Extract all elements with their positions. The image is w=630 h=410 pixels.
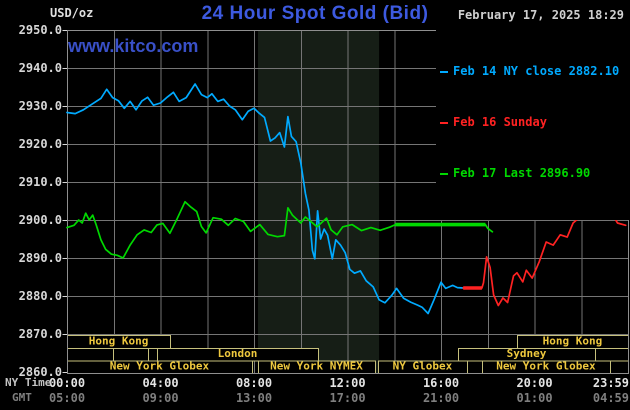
market-session-label: London: [218, 347, 258, 360]
legend-label: Feb 16 Sunday: [453, 115, 547, 129]
y-axis-tick-label: 2870.0: [19, 327, 62, 341]
market-session-label: NY Globex: [393, 360, 453, 373]
chart-legend: Feb 14 NY close 2882.10 Feb 16 Sunday Fe…: [436, 26, 630, 220]
market-session-label: New York Globex: [496, 360, 596, 373]
x-axis-gmt-tick-label: 04:59: [593, 391, 629, 405]
y-axis-tick-label: 2950.0: [19, 23, 62, 37]
y-axis-tick-label: 2860.0: [19, 365, 62, 379]
x-axis-gmt-tick-label: 17:00: [329, 391, 365, 405]
y-axis-tick-label: 2880.0: [19, 289, 62, 303]
market-session-label: Sydney: [507, 347, 547, 360]
legend-label: Feb 14 NY close 2882.10: [453, 64, 620, 78]
x-axis-ny-tick-label: 16:00: [423, 376, 459, 390]
market-session-box: [610, 360, 629, 374]
y-axis-tick-label: 2890.0: [19, 251, 62, 265]
feb14-line-swatch-icon: [440, 70, 448, 73]
kitco-watermark-link[interactable]: www.kitco.com: [68, 36, 199, 56]
y-axis-unit-label: USD/oz: [50, 6, 94, 20]
nymex-session-shading: [257, 30, 380, 373]
x-axis-ny-tick-label: 04:00: [142, 376, 178, 390]
x-axis-gmt-label: GMT: [12, 391, 32, 404]
x-axis-ny-tick-label: 08:00: [236, 376, 272, 390]
market-session-label: Hong Kong: [543, 335, 603, 348]
legend-label: Feb 17 Last 2896.90: [453, 166, 591, 180]
market-session-box: [67, 348, 115, 362]
legend-item-feb16: Feb 16 Sunday: [440, 116, 630, 129]
x-axis-gmt-tick-label: 13:00: [236, 391, 272, 405]
x-axis-ny-tick-label: 00:00: [49, 376, 85, 390]
series-line-feb-16-sunday: [462, 206, 627, 307]
market-session-label: New York Globex: [110, 360, 210, 373]
legend-item-feb17: Feb 17 Last 2896.90: [440, 167, 630, 180]
market-session-label: Hong Kong: [89, 335, 149, 348]
market-session-box: [595, 348, 630, 362]
series-line-feb-17-last: [66, 200, 494, 259]
page-title: 24 Hour Spot Gold (Bid): [201, 3, 429, 24]
x-axis-ny-tick-label: 23:59: [593, 376, 629, 390]
y-axis-tick-label: 2900.0: [19, 213, 62, 227]
x-axis-gmt-tick-label: 09:00: [142, 391, 178, 405]
y-axis-tick-label: 2910.0: [19, 175, 62, 189]
y-axis-tick-label: 2920.0: [19, 137, 62, 151]
chart-datetime: February 17, 2025 18:29: [457, 8, 624, 22]
legend-item-feb14: Feb 14 NY close 2882.10: [440, 65, 630, 78]
feb16-line-swatch-icon: [440, 121, 448, 124]
x-axis-gmt-tick-label: 01:00: [516, 391, 552, 405]
x-axis-gmt-tick-label: 21:00: [423, 391, 459, 405]
series-line-feb-14-ny-close: [66, 83, 465, 315]
x-axis-ny-tick-label: 12:00: [329, 376, 365, 390]
x-axis-gmt-tick-label: 05:00: [49, 391, 85, 405]
y-axis-tick-label: 2930.0: [19, 99, 62, 113]
y-axis-tick-label: 2940.0: [19, 61, 62, 75]
x-axis-ny-time-label: NY Time: [5, 376, 52, 389]
x-axis-ny-tick-label: 20:00: [516, 376, 552, 390]
market-session-label: New York NYMEX: [270, 360, 363, 373]
feb17-line-swatch-icon: [440, 172, 448, 175]
